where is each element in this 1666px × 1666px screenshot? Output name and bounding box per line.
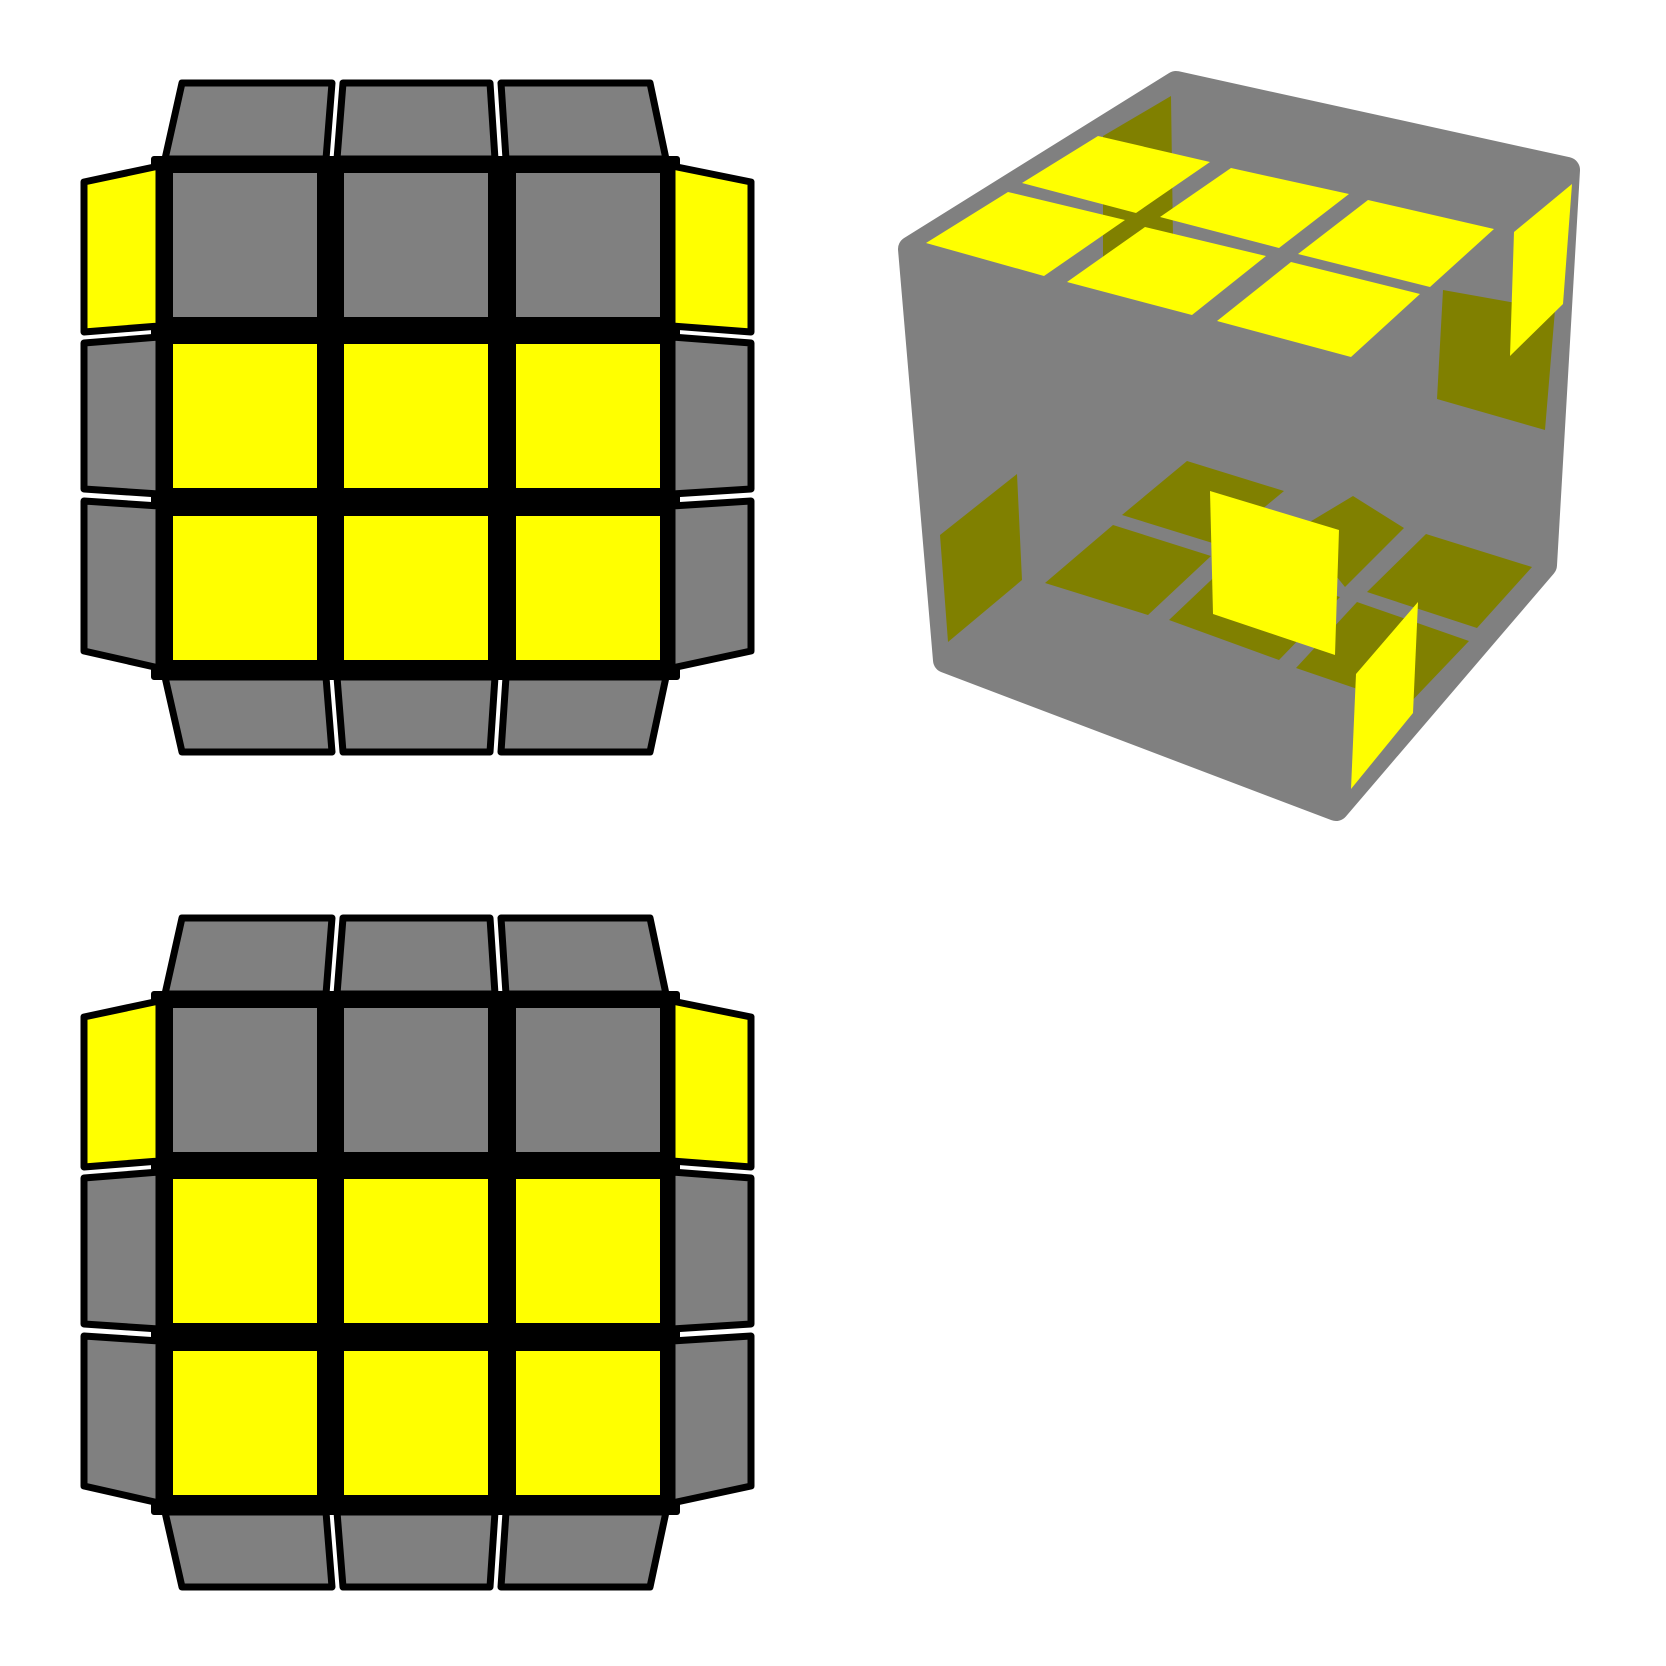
top-edge-sticker bbox=[333, 79, 499, 163]
center-sticker bbox=[510, 1345, 666, 1501]
left-edge-sticker bbox=[80, 1332, 163, 1507]
top-edge-sticker bbox=[161, 914, 336, 998]
left-edge-sticker bbox=[80, 333, 163, 498]
center-sticker bbox=[167, 1002, 323, 1158]
right-edge-sticker bbox=[668, 333, 755, 498]
hidden-sticker bbox=[1298, 496, 1404, 587]
center-sticker bbox=[167, 510, 323, 666]
center-sticker bbox=[338, 1345, 494, 1501]
top-face-sticker bbox=[1022, 136, 1210, 213]
top-view-diagram-2 bbox=[80, 914, 755, 1591]
side-sticker bbox=[1510, 184, 1572, 356]
top-face-sticker bbox=[1217, 262, 1420, 357]
center-sticker bbox=[510, 510, 666, 666]
top-face-sticker bbox=[926, 192, 1125, 276]
hidden-sticker bbox=[1045, 525, 1211, 615]
bottom-edge-sticker bbox=[333, 1508, 499, 1591]
top-edge-sticker bbox=[161, 79, 336, 163]
top-edge-sticker bbox=[333, 914, 499, 998]
right-edge-sticker bbox=[668, 162, 755, 336]
hidden-sticker bbox=[1367, 534, 1532, 628]
center-sticker bbox=[338, 338, 494, 494]
center-sticker bbox=[510, 1173, 666, 1329]
left-edge-sticker bbox=[80, 997, 163, 1171]
bottom-edge-sticker bbox=[333, 673, 499, 756]
side-sticker bbox=[1210, 491, 1339, 655]
left-edge-sticker bbox=[80, 497, 163, 672]
hidden-sticker bbox=[940, 474, 1022, 642]
top-face-sticker bbox=[1298, 200, 1494, 287]
center-sticker bbox=[167, 167, 323, 323]
top-edge-sticker bbox=[497, 914, 670, 998]
right-edge-sticker bbox=[668, 1168, 755, 1333]
side-sticker bbox=[1351, 602, 1418, 789]
bottom-edge-sticker bbox=[161, 673, 336, 756]
center-sticker bbox=[510, 338, 666, 494]
bottom-edge-sticker bbox=[497, 673, 670, 756]
right-edge-sticker bbox=[668, 1332, 755, 1507]
center-sticker bbox=[338, 510, 494, 666]
left-edge-sticker bbox=[80, 162, 163, 336]
center-sticker bbox=[338, 167, 494, 323]
center-sticker bbox=[510, 1002, 666, 1158]
center-sticker bbox=[167, 338, 323, 494]
isometric-cube-diagram bbox=[898, 71, 1580, 821]
top-face-sticker bbox=[1067, 227, 1266, 315]
right-edge-sticker bbox=[668, 497, 755, 672]
center-sticker bbox=[338, 1002, 494, 1158]
bottom-edge-sticker bbox=[161, 1508, 336, 1591]
center-sticker bbox=[338, 1173, 494, 1329]
top-view-diagram-1 bbox=[80, 79, 755, 756]
left-edge-sticker bbox=[80, 1168, 163, 1333]
center-sticker bbox=[167, 1345, 323, 1501]
bottom-edge-sticker bbox=[497, 1508, 670, 1591]
top-face-sticker bbox=[1160, 168, 1349, 248]
center-sticker bbox=[510, 167, 666, 323]
top-edge-sticker bbox=[497, 79, 670, 163]
center-sticker bbox=[167, 1173, 323, 1329]
right-edge-sticker bbox=[668, 997, 755, 1171]
